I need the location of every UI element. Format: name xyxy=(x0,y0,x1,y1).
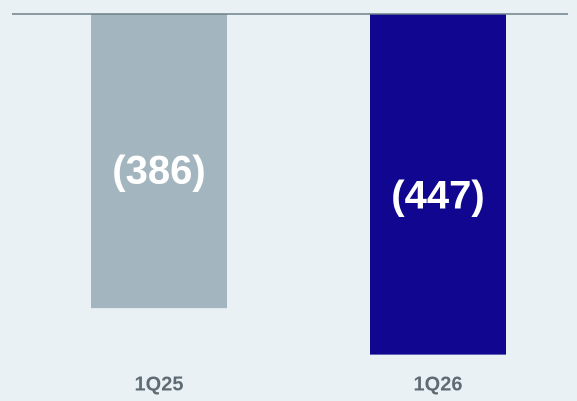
value-label: (447) xyxy=(391,173,484,217)
bar xyxy=(370,14,506,355)
x-tick-label: 1Q25 xyxy=(135,373,184,395)
x-tick-label: 1Q26 xyxy=(414,373,463,395)
bar xyxy=(91,14,227,309)
value-label: (386) xyxy=(112,148,205,192)
